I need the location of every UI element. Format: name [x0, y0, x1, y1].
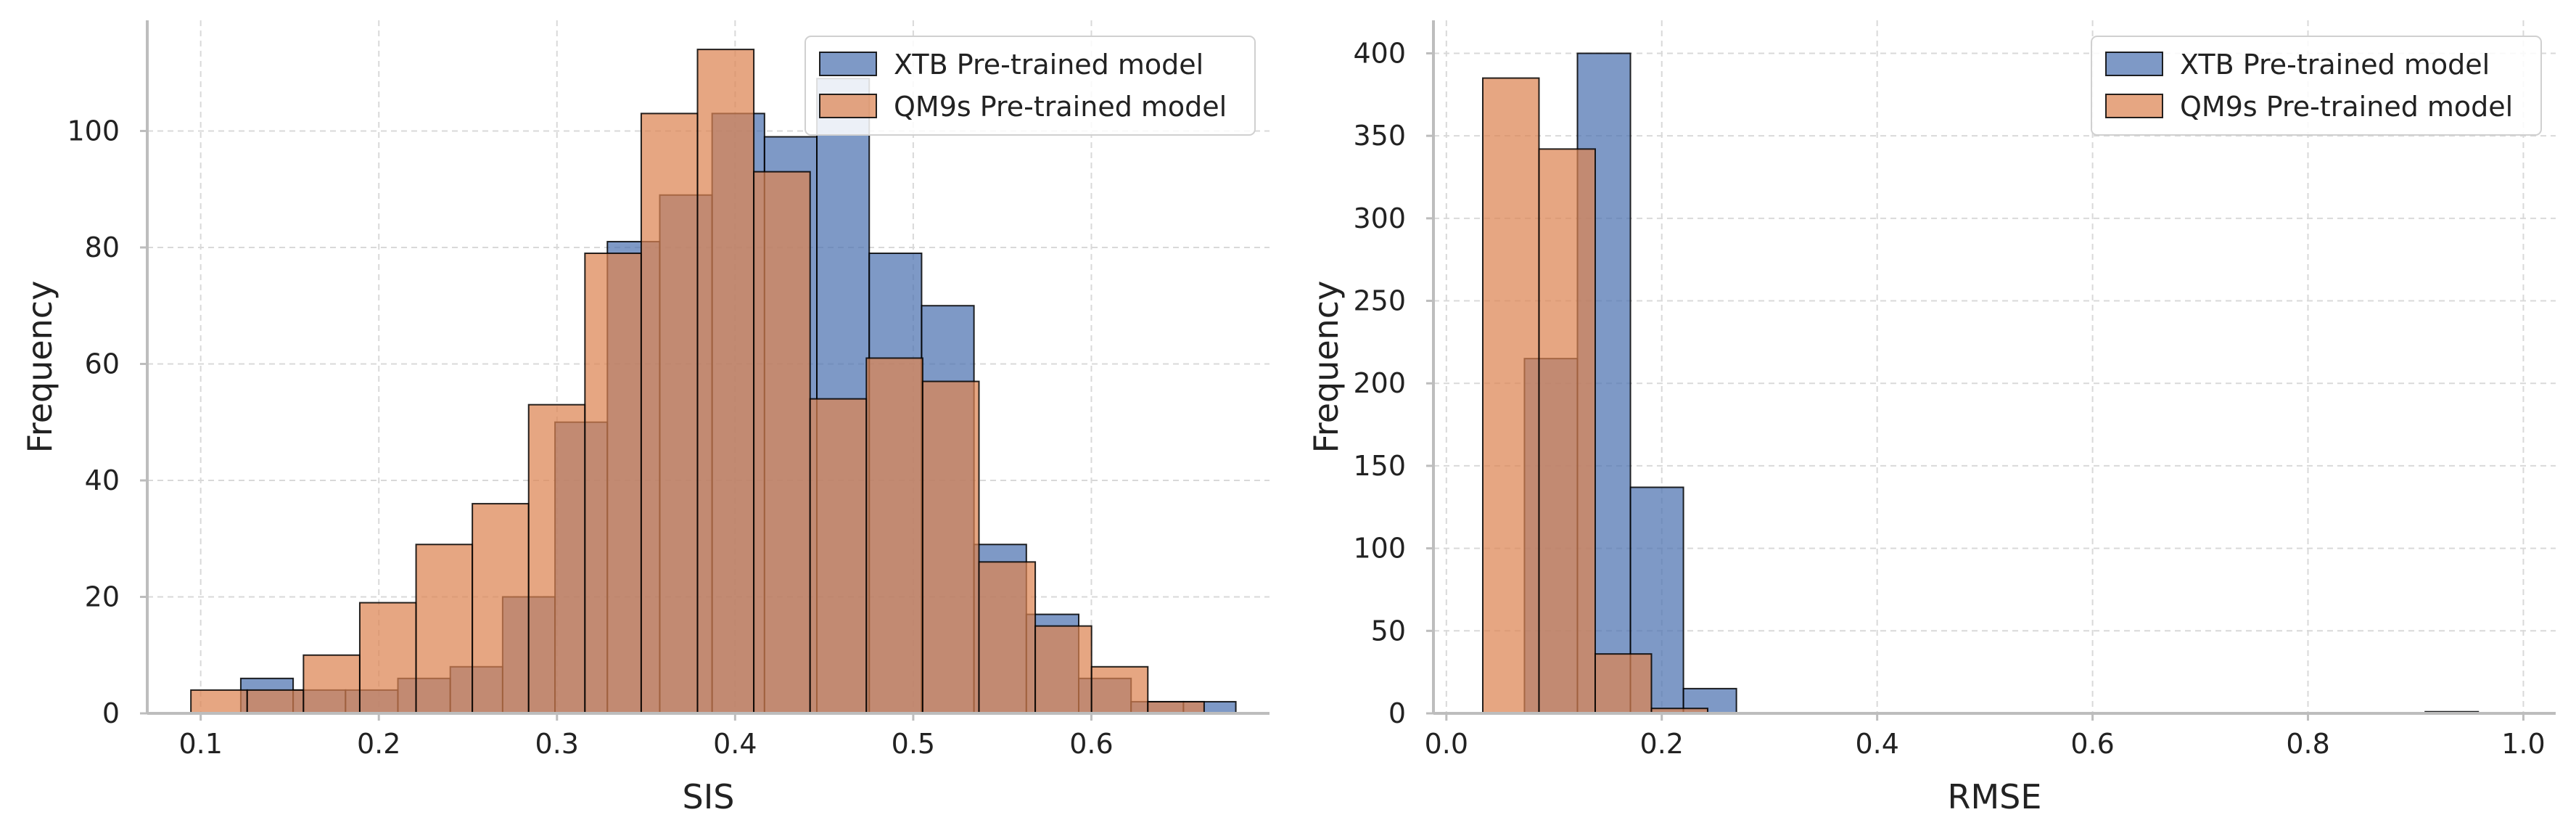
y-tick-label: 400 — [1353, 37, 1406, 69]
rmse-histogram-panel: 0.0 0.2 0.4 0.6 0.8 1.0 0 50 100 150 200 250 300 350 4… — [1306, 20, 2556, 816]
sis-histogram-panel: 0.1 0.2 0.3 0.4 0.5 0.6 0 20 40 60 80 100 SIS Frequen… — [20, 20, 1270, 816]
histogram-bar-qm9s — [358, 602, 417, 714]
histogram-bar-qm9s — [1481, 77, 1540, 715]
x-axis-label: RMSE — [1948, 777, 2042, 816]
legend-swatch-xtb — [2105, 52, 2163, 76]
x-tick-label: 0.1 — [178, 728, 222, 760]
histogram-bar-qm9s — [527, 403, 586, 714]
histogram-bar-qm9s — [1090, 665, 1149, 715]
y-tick-label: 250 — [1353, 285, 1406, 317]
y-tick-label: 40 — [85, 464, 120, 496]
x-tick-label: 0.6 — [2070, 728, 2114, 760]
y-tick-label: 300 — [1353, 202, 1406, 234]
y-axis-label: Frequency — [20, 281, 59, 454]
x-axis-label: SIS — [683, 777, 735, 816]
x-tick-label: 0.8 — [2286, 728, 2329, 760]
y-axis-label: Frequency — [1306, 281, 1346, 454]
x-tick-label: 0.2 — [357, 728, 400, 760]
histogram-bar-qm9s — [472, 503, 530, 714]
legend: XTB Pre-trained model QM9s Pre-trained mo… — [805, 36, 1256, 136]
legend-box — [805, 36, 1256, 136]
y-tick-label: 0 — [1388, 697, 1406, 729]
histogram-bar-qm9s — [809, 398, 868, 715]
legend-swatch-qm9s — [2105, 94, 2163, 118]
legend-swatch-xtb — [819, 52, 877, 76]
y-tick-label: 200 — [1353, 367, 1406, 399]
x-tick-label: 0.5 — [892, 728, 935, 760]
y-tick-label: 50 — [1371, 615, 1406, 647]
histogram-bar-qm9s — [246, 689, 305, 715]
y-tick-label: 100 — [67, 115, 120, 147]
histogram-bar-qm9s — [978, 561, 1037, 714]
x-tick-label: 0.6 — [1069, 728, 1113, 760]
histogram-bar-qm9s — [1147, 700, 1205, 715]
legend-label: XTB Pre-trained model — [2180, 49, 2490, 81]
legend-label: QM9s Pre-trained model — [894, 91, 1227, 123]
histogram-bar-qm9s — [865, 357, 923, 714]
x-tick-label: 0.4 — [1855, 728, 1898, 760]
y-tick-label: 0 — [102, 697, 120, 729]
y-tick-label: 80 — [85, 231, 120, 263]
legend-swatch-qm9s — [819, 94, 877, 118]
y-tick-label: 150 — [1353, 450, 1406, 482]
x-tick-label: 0.3 — [535, 728, 579, 760]
x-tick-label: 0.4 — [713, 728, 757, 760]
histogram-bar-qm9s — [303, 654, 361, 715]
histogram-bar-qm9s — [696, 49, 755, 715]
histogram-bar-qm9s — [190, 689, 248, 715]
histogram-bar-qm9s — [640, 112, 699, 714]
histogram-bar-qm9s — [1034, 625, 1092, 714]
histogram-bar-qm9s — [921, 380, 980, 715]
legend-box — [2091, 36, 2542, 136]
y-tick-label: 20 — [85, 581, 120, 612]
histogram-bar-qm9s — [753, 171, 811, 714]
legend-label: XTB Pre-trained model — [894, 49, 1203, 81]
x-tick-label: 0.0 — [1425, 728, 1468, 760]
histogram-bar-qm9s — [415, 544, 474, 715]
x-tick-label: 1.0 — [2501, 728, 2545, 760]
histogram-bar-qm9s — [1538, 148, 1596, 715]
y-tick-label: 350 — [1353, 120, 1406, 152]
histogram-bar-qm9s — [584, 253, 642, 714]
histogram-bar-qm9s — [1594, 653, 1653, 715]
legend: XTB Pre-trained model QM9s Pre-trained mo… — [2091, 36, 2542, 136]
legend-label: QM9s Pre-trained model — [2180, 91, 2513, 123]
y-tick-label: 100 — [1353, 533, 1406, 565]
y-tick-label: 60 — [85, 348, 120, 380]
x-tick-label: 0.2 — [1640, 728, 1684, 760]
